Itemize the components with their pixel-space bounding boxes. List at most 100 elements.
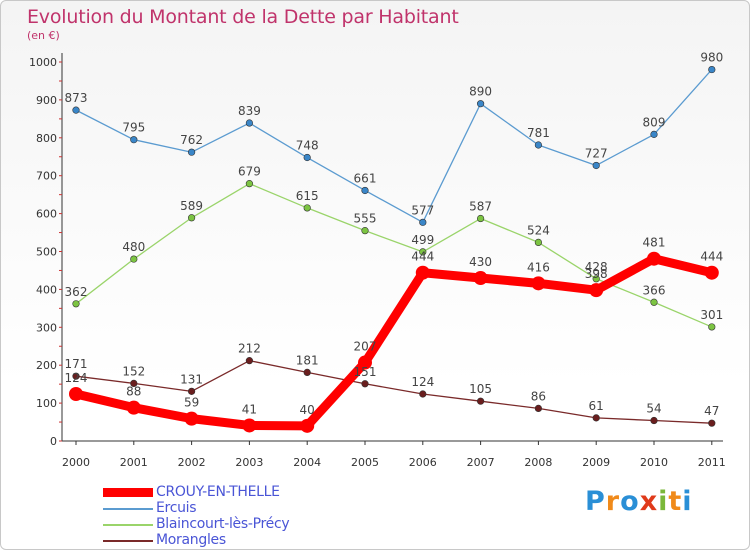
series-point xyxy=(650,130,658,138)
series-point xyxy=(361,227,369,235)
data-label: 577 xyxy=(411,203,434,217)
data-label: 40 xyxy=(300,403,315,417)
series-point xyxy=(477,214,485,223)
series-point xyxy=(72,372,80,380)
x-tick-label: 2005 xyxy=(351,456,379,469)
x-tick-label: 2009 xyxy=(582,456,610,469)
data-label: 398 xyxy=(585,267,608,281)
series-point xyxy=(531,276,546,291)
series-point xyxy=(534,404,543,413)
series-points xyxy=(69,65,719,433)
series-point xyxy=(361,380,369,388)
data-label: 524 xyxy=(527,223,550,237)
series-point xyxy=(534,238,543,247)
series-line xyxy=(71,254,717,431)
series-point xyxy=(708,419,716,427)
data-label: 781 xyxy=(527,126,550,140)
y-tick-label: 100 xyxy=(36,397,57,410)
legend-item-morangles: Morangles xyxy=(103,532,363,549)
legend-swatch-crouy xyxy=(103,488,153,497)
logo-letter: o xyxy=(620,486,640,517)
series-point xyxy=(72,300,80,308)
data-label: 301 xyxy=(700,308,723,322)
data-label: 481 xyxy=(643,236,666,250)
x-tick-label: 2007 xyxy=(467,456,495,469)
data-label: 59 xyxy=(184,396,199,410)
data-label: 54 xyxy=(646,402,661,416)
data-label: 809 xyxy=(643,115,666,129)
data-label: 555 xyxy=(354,212,377,226)
data-label: 131 xyxy=(180,372,203,386)
series-point xyxy=(188,214,196,222)
series-point xyxy=(245,119,253,127)
series-point xyxy=(184,411,199,426)
logo-letter: x xyxy=(639,486,659,517)
proxiti-logo: Proxiti xyxy=(585,486,693,517)
series-point xyxy=(534,141,543,149)
logo-letter: i xyxy=(658,486,669,517)
data-label: 890 xyxy=(469,85,492,99)
series-point xyxy=(708,65,716,74)
data-label: 61 xyxy=(589,399,604,413)
series-point xyxy=(303,204,311,212)
series-point xyxy=(477,397,485,405)
data-label: 124 xyxy=(411,375,434,389)
y-tick-label: 600 xyxy=(36,208,57,221)
legend-swatch-blaincourt xyxy=(103,524,153,526)
x-tick-label: 2000 xyxy=(62,456,90,469)
series-point xyxy=(704,265,719,280)
series-point xyxy=(650,298,658,306)
data-label: 88 xyxy=(126,385,141,399)
legend-label-ercuis: Ercuis xyxy=(156,500,197,516)
data-label: 727 xyxy=(585,146,608,160)
legend-label-crouy: CROUY-EN-THELLE xyxy=(156,484,280,500)
data-label: 47 xyxy=(704,404,719,418)
series-point xyxy=(419,390,427,398)
series-point xyxy=(708,323,716,331)
chart-axes xyxy=(61,53,723,442)
series-point xyxy=(358,355,372,370)
series-point xyxy=(72,106,80,114)
data-label: 980 xyxy=(700,51,723,65)
data-label: 416 xyxy=(527,260,550,274)
x-tick-label: 2001 xyxy=(120,456,148,469)
legend-swatch-ercuis xyxy=(103,508,153,510)
legend-item-crouy: CROUY-EN-THELLE xyxy=(103,484,363,501)
data-label: 615 xyxy=(296,189,319,203)
series-line xyxy=(75,183,713,328)
data-label: 499 xyxy=(411,233,434,247)
logo-letter: i xyxy=(682,486,693,517)
series-point xyxy=(130,379,138,387)
data-label: 41 xyxy=(242,402,257,416)
x-tick-label: 2003 xyxy=(235,456,263,469)
data-label: 105 xyxy=(469,382,492,396)
data-label: 171 xyxy=(65,357,88,371)
legend-label-morangles: Morangles xyxy=(156,532,226,548)
series-point xyxy=(361,186,369,195)
x-tick-label: 2002 xyxy=(178,456,206,469)
series-point xyxy=(647,251,661,266)
data-label: 181 xyxy=(296,353,319,367)
data-label: 212 xyxy=(238,342,261,356)
data-label: 428 xyxy=(585,260,608,274)
axis-ticks: 0 100 200 300 400 500 600 700 800 900 1000 2000 2001… xyxy=(29,56,726,469)
data-label: 366 xyxy=(643,283,666,297)
series-point xyxy=(589,283,604,298)
data-label: 795 xyxy=(122,121,145,135)
data-label: 679 xyxy=(238,165,261,179)
series-point xyxy=(419,218,427,226)
data-label: 589 xyxy=(180,199,203,213)
data-label: 748 xyxy=(296,139,319,153)
series-point xyxy=(650,416,658,425)
chart-subtitle: (en €) xyxy=(27,29,60,42)
legend-swatch-morangles xyxy=(103,540,153,542)
data-label: 587 xyxy=(469,200,492,214)
series-point xyxy=(592,161,600,170)
series-point xyxy=(592,275,600,283)
legend-item-ercuis: Ercuis xyxy=(103,500,363,517)
data-label: 207 xyxy=(354,340,377,354)
series-point xyxy=(245,357,253,365)
data-label: 151 xyxy=(354,365,377,379)
data-label: 480 xyxy=(122,240,145,254)
data-label: 661 xyxy=(354,171,377,185)
